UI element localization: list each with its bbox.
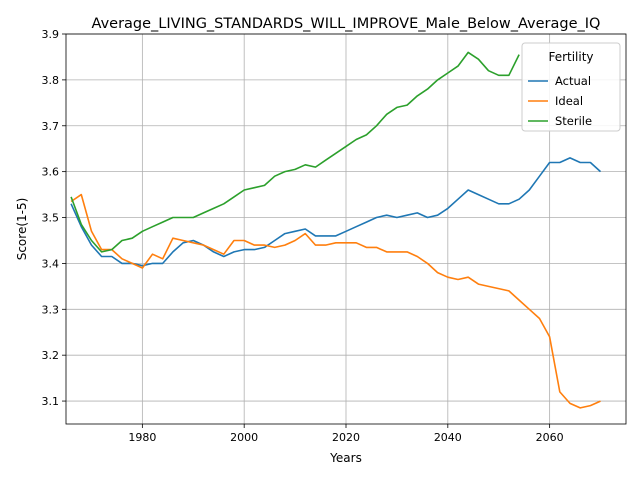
y-axis-label: Score(1-5) xyxy=(15,198,29,261)
series-line-sterile xyxy=(70,51,520,253)
x-tick-label: 2020 xyxy=(332,431,360,444)
x-tick-label: 2040 xyxy=(434,431,462,444)
x-tick-label: 2060 xyxy=(536,431,564,444)
series-line-ideal xyxy=(70,193,601,409)
chart-title: Average_LIVING_STANDARDS_WILL_IMPROVE_Ma… xyxy=(92,16,601,32)
y-tick-label: 3.3 xyxy=(42,303,60,316)
legend-title: Fertility xyxy=(548,50,593,64)
x-tick-label: 1980 xyxy=(128,431,156,444)
y-tick-label: 3.8 xyxy=(42,74,60,87)
legend: Fertility Actual Ideal Sterile xyxy=(521,42,621,132)
series-lines xyxy=(70,51,602,409)
legend-label-actual: Actual xyxy=(555,74,591,88)
series-line-actual xyxy=(70,157,602,267)
legend-label-ideal: Ideal xyxy=(555,94,583,108)
y-tick-label: 3.4 xyxy=(42,257,60,270)
y-tick-label: 3.9 xyxy=(42,28,60,41)
legend-entries: Actual Ideal Sterile xyxy=(528,74,592,128)
x-tick-label: 2000 xyxy=(230,431,258,444)
y-tick-label: 3.6 xyxy=(42,166,60,179)
x-axis-label: Years xyxy=(329,451,362,465)
y-tick-label: 3.1 xyxy=(42,395,60,408)
legend-label-sterile: Sterile xyxy=(555,114,592,128)
axis-ticks: 1980 2000 2020 2040 2060 3.1 3.2 3.3 3.4 3.5 3.6 3.… xyxy=(42,28,564,444)
y-tick-label: 3.5 xyxy=(42,212,60,225)
legend-box xyxy=(521,42,621,132)
y-tick-label: 3.7 xyxy=(42,120,60,133)
y-tick-label: 3.2 xyxy=(42,349,60,362)
